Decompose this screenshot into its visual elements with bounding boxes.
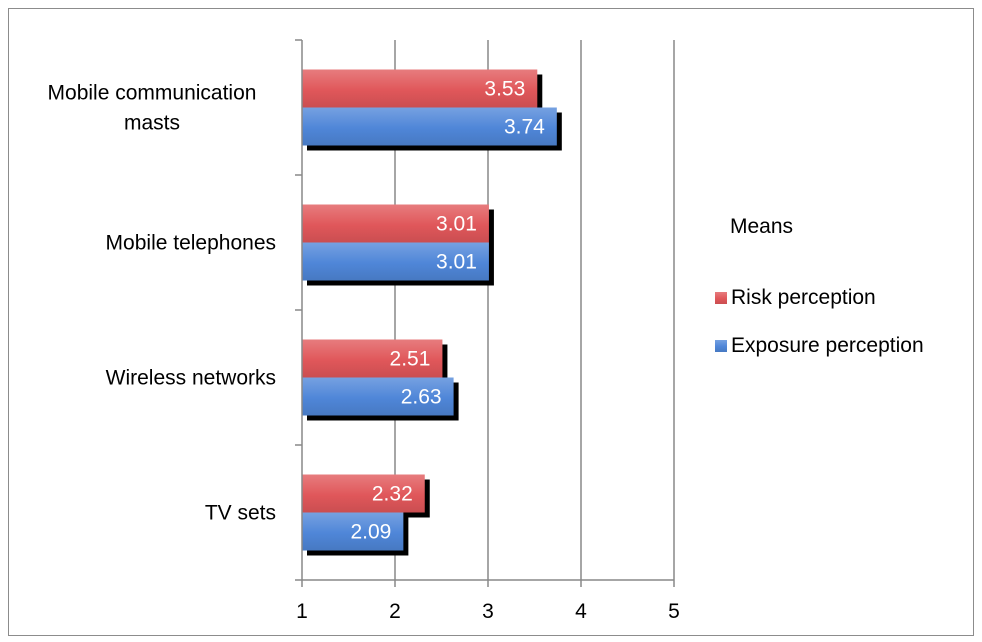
data-label: 3.01 xyxy=(436,251,477,274)
data-label: 2.32 xyxy=(372,483,413,506)
bar-risk-perception xyxy=(302,474,425,513)
data-label: 2.51 xyxy=(390,348,431,371)
category-label: Wireless networks xyxy=(106,367,276,390)
data-label: 3.01 xyxy=(436,213,477,236)
bar-exposure-perception xyxy=(302,377,454,416)
x-tick-label: 2 xyxy=(389,600,401,623)
legend-swatch xyxy=(715,292,727,304)
bars xyxy=(302,69,562,556)
legend-title: Means xyxy=(730,215,793,238)
bar-risk-perception xyxy=(302,339,443,378)
data-label: 2.63 xyxy=(401,386,442,409)
category-label: TV sets xyxy=(205,502,276,525)
category-label: Mobile telephones xyxy=(106,232,276,255)
data-label: 3.53 xyxy=(484,78,525,101)
data-label: 2.09 xyxy=(350,521,391,544)
bar-risk-perception xyxy=(302,69,538,108)
legend-label: Exposure perception xyxy=(731,334,924,357)
category-label: Mobile communication masts xyxy=(48,82,257,135)
data-label: 3.74 xyxy=(504,116,545,139)
labels: 3.53 3.74 Mobile communication masts 3.01 3.0… xyxy=(48,78,546,544)
legend: Means Risk perception Exposure perception xyxy=(715,215,924,357)
bar-exposure-perception xyxy=(302,107,557,146)
x-tick-label: 4 xyxy=(575,600,587,623)
bar-exposure-perception xyxy=(302,512,404,551)
bar-risk-perception xyxy=(302,204,489,243)
x-tick-label: 5 xyxy=(668,600,680,623)
x-tick-label: 3 xyxy=(482,600,494,623)
x-tick-label: 1 xyxy=(296,600,308,623)
axes: 1 2 3 4 5 xyxy=(295,39,680,623)
legend-swatch xyxy=(715,340,727,352)
legend-label: Risk perception xyxy=(731,286,876,309)
bar-exposure-perception xyxy=(302,242,489,281)
